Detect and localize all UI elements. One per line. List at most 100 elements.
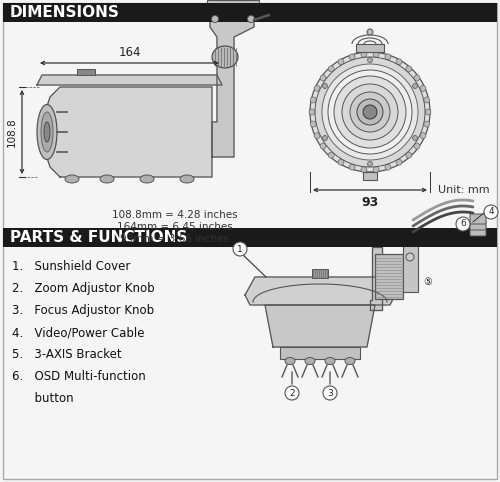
Text: ⑤: ⑤ — [423, 277, 432, 287]
Text: DIMENSIONS: DIMENSIONS — [10, 5, 120, 20]
Text: 2.   Zoom Adjustor Knob: 2. Zoom Adjustor Knob — [12, 282, 154, 295]
Ellipse shape — [212, 46, 238, 68]
Circle shape — [373, 167, 379, 173]
Circle shape — [328, 70, 412, 154]
Circle shape — [248, 15, 254, 23]
FancyBboxPatch shape — [403, 232, 418, 292]
Circle shape — [314, 85, 320, 92]
Circle shape — [212, 15, 218, 23]
Circle shape — [396, 59, 402, 65]
Ellipse shape — [180, 175, 194, 183]
Circle shape — [322, 83, 328, 89]
Circle shape — [420, 85, 426, 92]
Ellipse shape — [345, 358, 355, 364]
Circle shape — [424, 97, 430, 103]
Polygon shape — [210, 12, 254, 157]
Ellipse shape — [44, 122, 50, 142]
Circle shape — [320, 143, 326, 149]
Circle shape — [363, 105, 377, 119]
Circle shape — [349, 164, 355, 170]
Circle shape — [320, 75, 326, 81]
Text: button: button — [12, 392, 74, 405]
Polygon shape — [37, 75, 222, 85]
Circle shape — [315, 57, 425, 167]
Text: 93: 93 — [362, 196, 378, 209]
Circle shape — [338, 159, 344, 165]
FancyBboxPatch shape — [470, 226, 486, 236]
Circle shape — [420, 133, 426, 139]
Text: 4.   Video/Power Cable: 4. Video/Power Cable — [12, 326, 144, 339]
Circle shape — [334, 76, 406, 148]
Text: 6: 6 — [460, 219, 466, 228]
Circle shape — [406, 152, 412, 158]
Circle shape — [350, 92, 390, 132]
FancyBboxPatch shape — [280, 347, 360, 359]
FancyBboxPatch shape — [470, 214, 486, 224]
Circle shape — [425, 109, 431, 115]
Circle shape — [342, 84, 398, 140]
FancyBboxPatch shape — [77, 69, 95, 75]
Text: 1: 1 — [237, 244, 243, 254]
Ellipse shape — [325, 358, 335, 364]
Ellipse shape — [140, 175, 154, 183]
Circle shape — [414, 143, 420, 149]
Circle shape — [310, 121, 316, 127]
Ellipse shape — [285, 358, 295, 364]
FancyBboxPatch shape — [207, 0, 259, 12]
Circle shape — [361, 167, 367, 173]
FancyBboxPatch shape — [363, 172, 377, 180]
Circle shape — [323, 386, 337, 400]
FancyBboxPatch shape — [312, 269, 328, 278]
Text: PARTS & FUNCTIONS: PARTS & FUNCTIONS — [10, 230, 188, 245]
Circle shape — [328, 152, 334, 158]
Text: 108.8mm = 4.28 inches: 108.8mm = 4.28 inches — [112, 210, 238, 220]
Circle shape — [233, 242, 247, 256]
Text: 6.   OSD Multi-function: 6. OSD Multi-function — [12, 370, 146, 383]
Circle shape — [349, 54, 355, 60]
FancyBboxPatch shape — [375, 254, 403, 299]
Circle shape — [484, 205, 498, 219]
Circle shape — [322, 135, 328, 140]
Circle shape — [357, 99, 383, 125]
Circle shape — [285, 386, 299, 400]
Text: 108.8: 108.8 — [7, 117, 17, 147]
Ellipse shape — [41, 112, 53, 152]
Circle shape — [406, 66, 412, 72]
Circle shape — [310, 97, 316, 103]
Text: 5.   3-AXIS Bracket: 5. 3-AXIS Bracket — [12, 348, 122, 361]
Circle shape — [414, 75, 420, 81]
Circle shape — [424, 121, 430, 127]
FancyBboxPatch shape — [3, 228, 497, 247]
Circle shape — [412, 83, 418, 89]
Circle shape — [385, 164, 391, 170]
Text: 2: 2 — [289, 388, 295, 398]
Text: 4: 4 — [488, 207, 494, 216]
Ellipse shape — [305, 358, 315, 364]
FancyBboxPatch shape — [3, 3, 497, 22]
Text: 164mm = 6.45 inches: 164mm = 6.45 inches — [117, 222, 233, 232]
Ellipse shape — [65, 175, 79, 183]
Circle shape — [385, 54, 391, 60]
Circle shape — [310, 52, 430, 172]
Circle shape — [309, 109, 315, 115]
Circle shape — [322, 64, 418, 160]
Text: Unit: mm: Unit: mm — [438, 185, 490, 195]
Text: 3: 3 — [327, 388, 333, 398]
Polygon shape — [370, 247, 382, 310]
Circle shape — [406, 253, 414, 261]
Circle shape — [368, 161, 372, 166]
Circle shape — [412, 135, 418, 140]
Polygon shape — [265, 305, 375, 347]
Circle shape — [367, 29, 373, 35]
Circle shape — [328, 66, 334, 72]
Ellipse shape — [37, 105, 57, 160]
Ellipse shape — [100, 175, 114, 183]
Circle shape — [338, 59, 344, 65]
Polygon shape — [42, 87, 212, 177]
Circle shape — [368, 57, 372, 63]
Text: 164: 164 — [118, 46, 141, 59]
Circle shape — [396, 159, 402, 165]
Polygon shape — [245, 277, 395, 305]
FancyBboxPatch shape — [470, 220, 486, 230]
Text: 3.   Focus Adjustor Knob: 3. Focus Adjustor Knob — [12, 304, 154, 317]
